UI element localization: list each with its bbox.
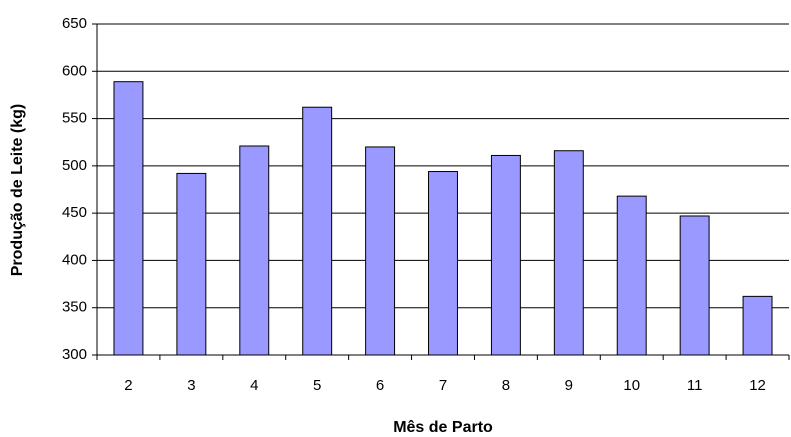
y-tick-label: 300 xyxy=(62,346,87,363)
bar xyxy=(176,172,207,356)
x-tick-label: 12 xyxy=(749,377,766,394)
y-tick-label: 400 xyxy=(62,251,87,268)
y-tick-label: 350 xyxy=(62,299,87,316)
bar xyxy=(113,81,144,356)
x-tick-label: 9 xyxy=(565,377,573,394)
bar xyxy=(553,150,584,356)
bar xyxy=(679,215,710,356)
bar xyxy=(302,106,333,356)
x-tick-label: 2 xyxy=(124,377,132,394)
x-tick-label: 8 xyxy=(502,377,510,394)
x-tick-label: 6 xyxy=(376,377,384,394)
x-tick-label: 11 xyxy=(687,377,703,394)
x-tick-label: 3 xyxy=(187,377,195,394)
bar xyxy=(239,145,270,356)
x-tick-label: 5 xyxy=(313,377,321,394)
x-tick-label: 10 xyxy=(623,377,640,394)
x-tick-label: 4 xyxy=(250,377,258,394)
bar xyxy=(616,195,647,356)
y-tick-label: 550 xyxy=(62,110,87,127)
bar xyxy=(428,171,458,356)
y-tick-label: 500 xyxy=(62,157,87,174)
bar xyxy=(490,154,521,356)
y-tick-label: 600 xyxy=(62,62,87,79)
x-tick-label: 7 xyxy=(439,377,447,394)
y-tick-label: 450 xyxy=(62,204,87,221)
y-tick-label: 650 xyxy=(62,15,87,32)
bar xyxy=(742,295,773,356)
bar xyxy=(365,146,396,356)
y-axis-title: Produção de Leite (kg) xyxy=(9,104,26,276)
x-axis-title: Mês de Parto xyxy=(393,419,493,436)
